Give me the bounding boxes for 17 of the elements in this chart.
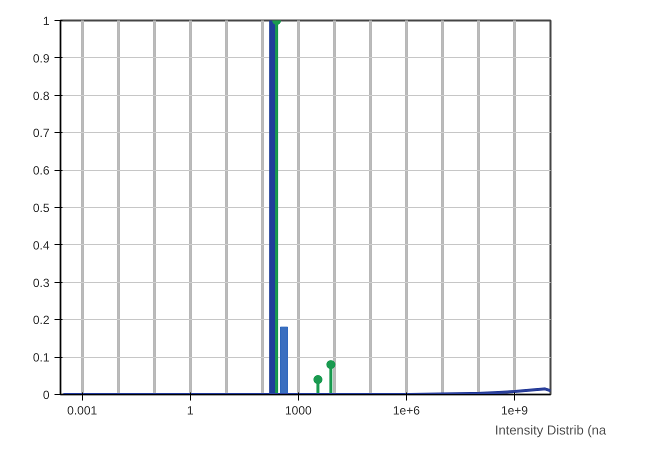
x-tick-label: 1 xyxy=(186,404,194,418)
y-tick-label: 1 xyxy=(42,14,50,28)
y-tick-label: 0.3 xyxy=(32,276,50,290)
y-tick-label: 0.6 xyxy=(32,164,50,178)
x-tick-label: 1e+6 xyxy=(392,404,420,418)
y-tick-label: 0.1 xyxy=(32,350,50,365)
y-tick-label: 0.2 xyxy=(32,313,50,328)
y-tick-label: 0.7 xyxy=(32,126,50,140)
x-axis-title: Intensity Distrib (na xyxy=(494,422,607,438)
y-tick-label: 0.8 xyxy=(32,88,50,103)
x-tick-label: 0.001 xyxy=(67,404,98,418)
y-tick-label: 0.9 xyxy=(32,51,50,66)
x-tick-label: 1e+9 xyxy=(500,404,528,418)
y-tick-label: 0.5 xyxy=(32,201,50,215)
x-tick-label: 1000 xyxy=(284,404,312,418)
y-tick-label: 0.4 xyxy=(32,238,50,252)
y-tick-label: 0 xyxy=(42,388,50,402)
